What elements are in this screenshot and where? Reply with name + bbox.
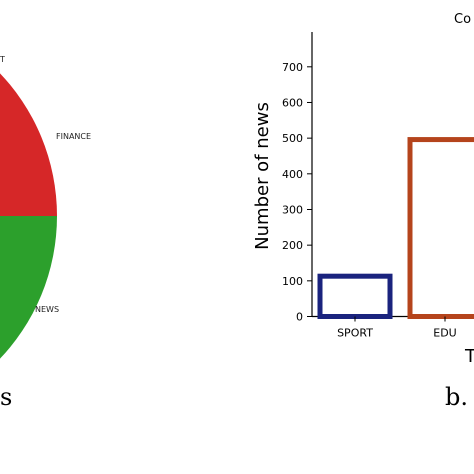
y-tick-label: 200 [282,239,303,252]
y-ticks: 0 100 200 300 400 500 600 700 [282,61,312,324]
pie-label-t: T [0,55,5,64]
y-tick-label: 700 [282,61,303,74]
caption-left: s [0,383,12,411]
y-tick-label: 300 [282,203,303,216]
y-tick-label: 500 [282,132,303,145]
x-tick-label-edu: EDU [433,327,456,340]
y-tick-label: 600 [282,96,303,109]
pie-label-finance: FINANCE [56,132,91,141]
bar-chart: Co 0 100 200 300 400 500 600 700 SPORT EDU Numbe… [252,12,474,367]
pie-slice-red [0,73,57,216]
bar-edu [407,137,474,319]
y-tick-label: 400 [282,168,303,181]
bar-chart-title: Co [454,12,471,27]
caption-right: b. [445,383,468,411]
y-tick-label: 100 [282,275,303,288]
x-ticks: SPORT EDU [337,316,457,340]
x-tick-label-sport: SPORT [337,327,373,340]
y-axis-label: Number of news [252,102,273,250]
x-axis-label: T [464,346,474,367]
y-tick-label: 0 [296,311,303,324]
pie-chart: T FINANCE NEWS [0,55,91,359]
pie-label-news: NEWS [35,305,59,314]
pie-slice-green [0,216,57,359]
bars [317,137,474,319]
bar-sport [317,273,393,319]
